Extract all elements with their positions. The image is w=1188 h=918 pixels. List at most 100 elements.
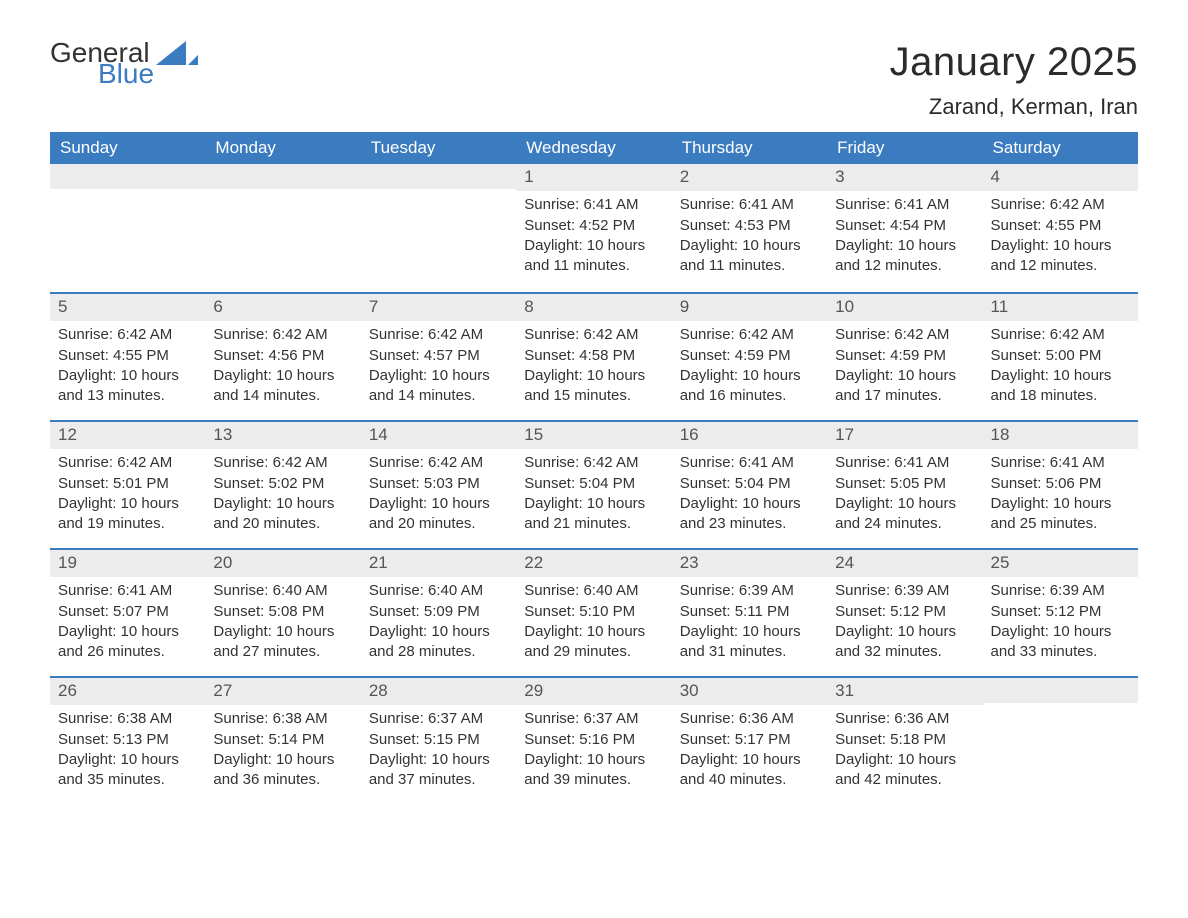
sunrise: Sunrise: 6:42 AM (369, 325, 508, 345)
day-body: Sunrise: 6:42 AMSunset: 5:00 PMDaylight:… (983, 325, 1138, 416)
day-cell: 19Sunrise: 6:41 AMSunset: 5:07 PMDayligh… (50, 550, 205, 676)
daylight: Daylight: 10 hours and 14 minutes. (213, 366, 352, 407)
calendar: SundayMondayTuesdayWednesdayThursdayFrid… (50, 132, 1138, 804)
day-of-week-header: SundayMondayTuesdayWednesdayThursdayFrid… (50, 132, 1138, 164)
day-number: 30 (672, 678, 827, 705)
day-cell: 16Sunrise: 6:41 AMSunset: 5:04 PMDayligh… (672, 422, 827, 548)
day-number: 25 (983, 550, 1138, 577)
day-cell: 11Sunrise: 6:42 AMSunset: 5:00 PMDayligh… (983, 294, 1138, 420)
day-number: 21 (361, 550, 516, 577)
day-cell: 5 Sunrise: 6:42 AMSunset: 4:55 PMDaylight… (50, 294, 205, 420)
sunrise: Sunrise: 6:37 AM (369, 709, 508, 729)
day-cell: 2Sunrise: 6:41 AMSunset: 4:53 PMDaylight… (672, 164, 827, 292)
week-row: 19Sunrise: 6:41 AMSunset: 5:07 PMDayligh… (50, 548, 1138, 676)
day-number: 5 (50, 294, 205, 321)
day-number: 23 (672, 550, 827, 577)
day-number: 18 (983, 422, 1138, 449)
day-cell: 18Sunrise: 6:41 AMSunset: 5:06 PMDayligh… (983, 422, 1138, 548)
sunset: Sunset: 5:12 PM (991, 602, 1130, 622)
sunset: Sunset: 4:55 PM (991, 216, 1130, 236)
daylight: Daylight: 10 hours and 25 minutes. (991, 494, 1130, 535)
day-body: Sunrise: 6:39 AMSunset: 5:12 PMDaylight:… (827, 581, 982, 672)
day-body: Sunrise: 6:37 AMSunset: 5:16 PMDaylight:… (516, 709, 671, 800)
day-number: 1 (516, 164, 671, 191)
location: Zarand, Kerman, Iran (50, 94, 1138, 120)
daylight: Daylight: 10 hours and 27 minutes. (213, 622, 352, 663)
day-cell: 8Sunrise: 6:42 AMSunset: 4:58 PMDaylight… (516, 294, 671, 420)
sunrise: Sunrise: 6:41 AM (680, 453, 819, 473)
dow-thursday: Thursday (672, 132, 827, 164)
sunrise: Sunrise: 6:40 AM (524, 581, 663, 601)
sunrise: Sunrise: 6:42 AM (58, 325, 197, 345)
daylight: Daylight: 10 hours and 33 minutes. (991, 622, 1130, 663)
daylight: Daylight: 10 hours and 13 minutes. (58, 366, 197, 407)
week-row: 5 Sunrise: 6:42 AMSunset: 4:55 PMDaylight… (50, 292, 1138, 420)
daylight: Daylight: 10 hours and 16 minutes. (680, 366, 819, 407)
daylight: Daylight: 10 hours and 21 minutes. (524, 494, 663, 535)
sunrise: Sunrise: 6:39 AM (991, 581, 1130, 601)
sunset: Sunset: 5:08 PM (213, 602, 352, 622)
day-number: 4 (983, 164, 1138, 191)
day-number (205, 164, 360, 189)
day-number: 24 (827, 550, 982, 577)
day-body: Sunrise: 6:42 AMSunset: 4:55 PMDaylight:… (50, 325, 205, 416)
sunset: Sunset: 4:57 PM (369, 346, 508, 366)
day-cell: 4Sunrise: 6:42 AMSunset: 4:55 PMDaylight… (983, 164, 1138, 292)
sunrise: Sunrise: 6:40 AM (369, 581, 508, 601)
sunset: Sunset: 4:52 PM (524, 216, 663, 236)
day-body: Sunrise: 6:41 AMSunset: 5:05 PMDaylight:… (827, 453, 982, 544)
daylight: Daylight: 10 hours and 42 minutes. (835, 750, 974, 791)
daylight: Daylight: 10 hours and 32 minutes. (835, 622, 974, 663)
sunset: Sunset: 5:06 PM (991, 474, 1130, 494)
day-body: Sunrise: 6:40 AMSunset: 5:08 PMDaylight:… (205, 581, 360, 672)
daylight: Daylight: 10 hours and 26 minutes. (58, 622, 197, 663)
daylight: Daylight: 10 hours and 17 minutes. (835, 366, 974, 407)
day-body: Sunrise: 6:40 AMSunset: 5:09 PMDaylight:… (361, 581, 516, 672)
day-number: 7 (361, 294, 516, 321)
day-cell: 14Sunrise: 6:42 AMSunset: 5:03 PMDayligh… (361, 422, 516, 548)
daylight: Daylight: 10 hours and 24 minutes. (835, 494, 974, 535)
day-body: Sunrise: 6:42 AMSunset: 4:58 PMDaylight:… (516, 325, 671, 416)
sunrise: Sunrise: 6:39 AM (835, 581, 974, 601)
daylight: Daylight: 10 hours and 18 minutes. (991, 366, 1130, 407)
sunset: Sunset: 4:58 PM (524, 346, 663, 366)
day-number (983, 678, 1138, 703)
day-number: 9 (672, 294, 827, 321)
day-cell: 27Sunrise: 6:38 AMSunset: 5:14 PMDayligh… (205, 678, 360, 804)
week-row: 12Sunrise: 6:42 AMSunset: 5:01 PMDayligh… (50, 420, 1138, 548)
day-body: Sunrise: 6:42 AMSunset: 4:56 PMDaylight:… (205, 325, 360, 416)
day-number: 2 (672, 164, 827, 191)
day-body: Sunrise: 6:41 AMSunset: 4:52 PMDaylight:… (516, 195, 671, 286)
dow-saturday: Saturday (983, 132, 1138, 164)
day-cell: 24 Sunrise: 6:39 AMSunset: 5:12 PMDayligh… (827, 550, 982, 676)
day-cell (50, 164, 205, 292)
sunset: Sunset: 4:59 PM (680, 346, 819, 366)
sunset: Sunset: 5:05 PM (835, 474, 974, 494)
day-number: 6 (205, 294, 360, 321)
sunrise: Sunrise: 6:42 AM (524, 453, 663, 473)
dow-monday: Monday (205, 132, 360, 164)
sunset: Sunset: 5:01 PM (58, 474, 197, 494)
sunset: Sunset: 5:18 PM (835, 730, 974, 750)
daylight: Daylight: 10 hours and 11 minutes. (524, 236, 663, 277)
sunrise: Sunrise: 6:37 AM (524, 709, 663, 729)
day-number: 3 (827, 164, 982, 191)
daylight: Daylight: 10 hours and 37 minutes. (369, 750, 508, 791)
day-number: 29 (516, 678, 671, 705)
day-body: Sunrise: 6:36 AMSunset: 5:18 PMDaylight:… (827, 709, 982, 800)
sunset: Sunset: 4:56 PM (213, 346, 352, 366)
day-cell: 1 Sunrise: 6:41 AMSunset: 4:52 PMDaylight… (516, 164, 671, 292)
day-number: 22 (516, 550, 671, 577)
daylight: Daylight: 10 hours and 40 minutes. (680, 750, 819, 791)
dow-sunday: Sunday (50, 132, 205, 164)
sunset: Sunset: 5:13 PM (58, 730, 197, 750)
day-cell: 6 Sunrise: 6:42 AMSunset: 4:56 PMDaylight… (205, 294, 360, 420)
day-cell: 9Sunrise: 6:42 AMSunset: 4:59 PMDaylight… (672, 294, 827, 420)
day-cell: 7Sunrise: 6:42 AMSunset: 4:57 PMDaylight… (361, 294, 516, 420)
day-number: 13 (205, 422, 360, 449)
day-cell: 21 Sunrise: 6:40 AMSunset: 5:09 PMDayligh… (361, 550, 516, 676)
daylight: Daylight: 10 hours and 19 minutes. (58, 494, 197, 535)
day-number: 12 (50, 422, 205, 449)
day-body: Sunrise: 6:42 AMSunset: 5:02 PMDaylight:… (205, 453, 360, 544)
day-body: Sunrise: 6:39 AMSunset: 5:12 PMDaylight:… (983, 581, 1138, 672)
